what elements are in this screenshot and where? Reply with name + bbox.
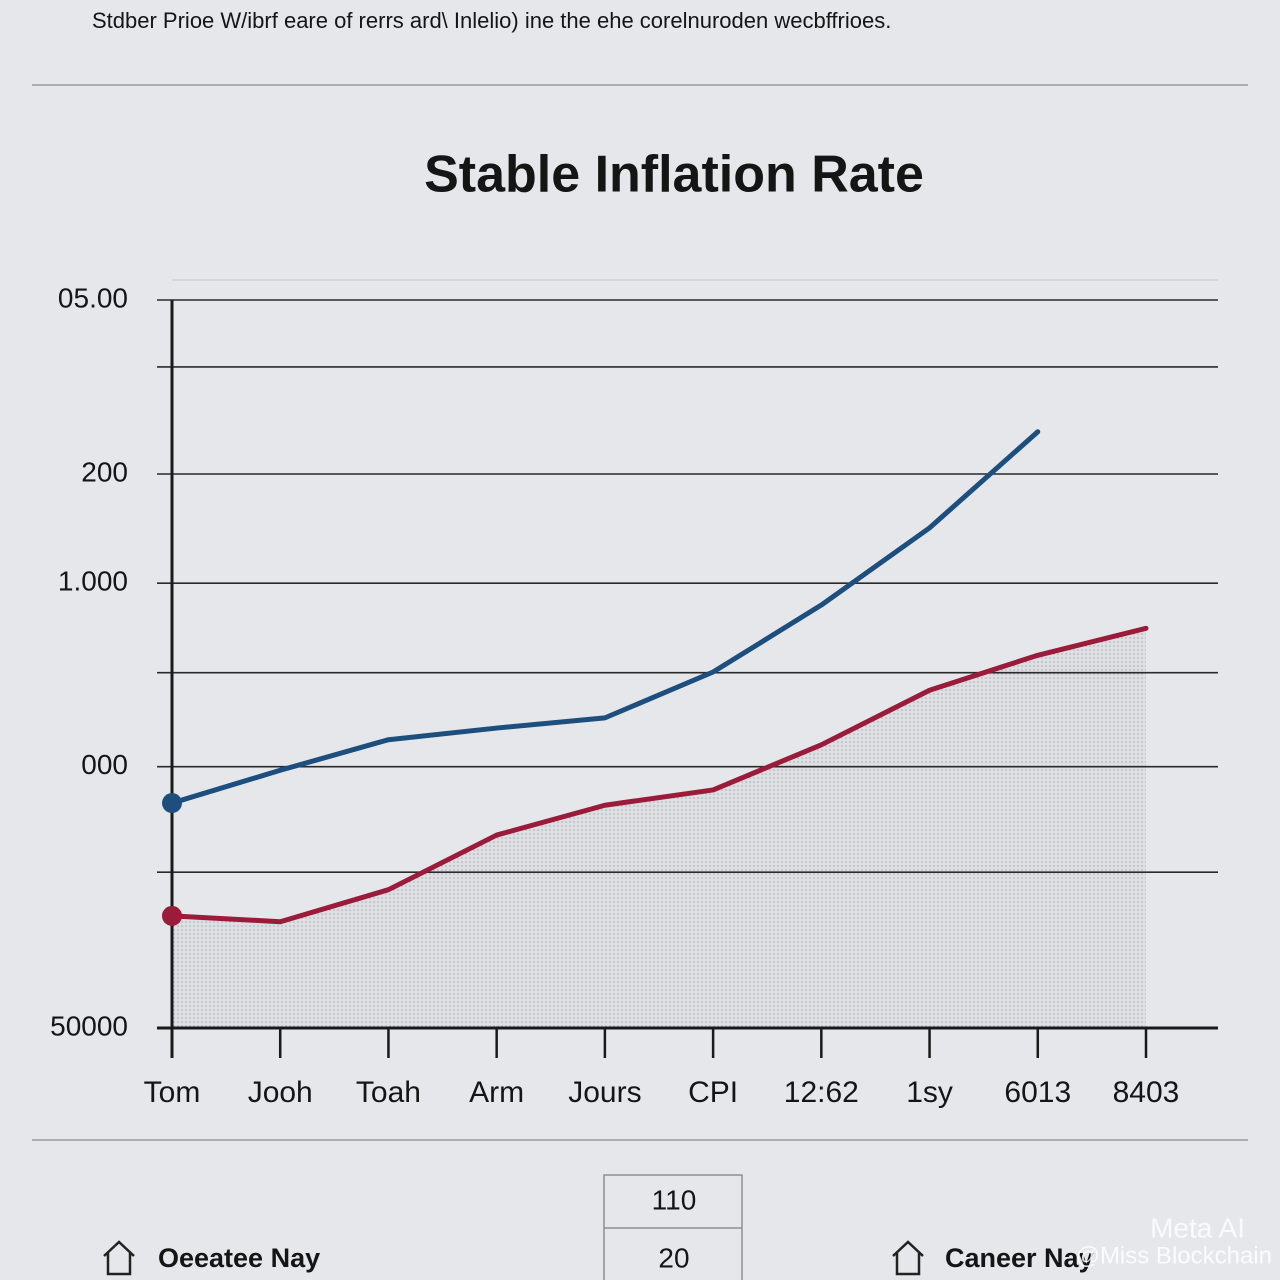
x-tick-label: Tom: [144, 1076, 201, 1109]
line: [169, 625, 1149, 925]
x-tick-label: Arm: [469, 1076, 524, 1109]
nav-left[interactable]: Oeeatee Nay: [158, 1243, 320, 1273]
x-tick-label: 6013: [1004, 1076, 1071, 1109]
home-icon[interactable]: [103, 1240, 135, 1276]
chart-title: Stable Inflation Rate: [424, 146, 924, 204]
x-tick-label: Toah: [356, 1076, 421, 1109]
y-tick-label: 200: [81, 456, 128, 487]
x-tick-label: 8403: [1113, 1076, 1180, 1109]
start-point: [162, 905, 182, 926]
line: [169, 429, 1041, 806]
caption: Stdber Prioe W/ibrf eare of rerrs ard\ I…: [92, 8, 891, 33]
x-tick-label: Jours: [568, 1076, 641, 1109]
y-tick-label: 000: [81, 749, 128, 780]
box-value: 20: [658, 1242, 689, 1273]
y-tick-label: 05.00: [58, 282, 128, 313]
watermark: Meta AI: [1150, 1212, 1245, 1243]
x-tick-label: Jooh: [248, 1076, 313, 1109]
y-tick-label: 50000: [50, 1010, 128, 1041]
area: [172, 628, 1146, 1028]
credit: @Miss Blockchain: [1076, 1242, 1272, 1269]
y-tick-label: 1.000: [58, 566, 128, 597]
x-tick-label: 12:62: [784, 1076, 859, 1109]
box-value: 110: [652, 1184, 697, 1215]
value-box: [603, 1174, 743, 1280]
plot: 50000 000 1.000 200 05.00 Tom Jooh Toah Arm Jours…: [50, 282, 1218, 1109]
start-point: [162, 793, 182, 814]
home-icon[interactable]: [892, 1240, 924, 1276]
x-tick-label: 1sy: [906, 1076, 953, 1109]
x-tick-label: CPI: [688, 1076, 738, 1109]
nav-right[interactable]: Caneer Nay: [945, 1243, 1094, 1273]
